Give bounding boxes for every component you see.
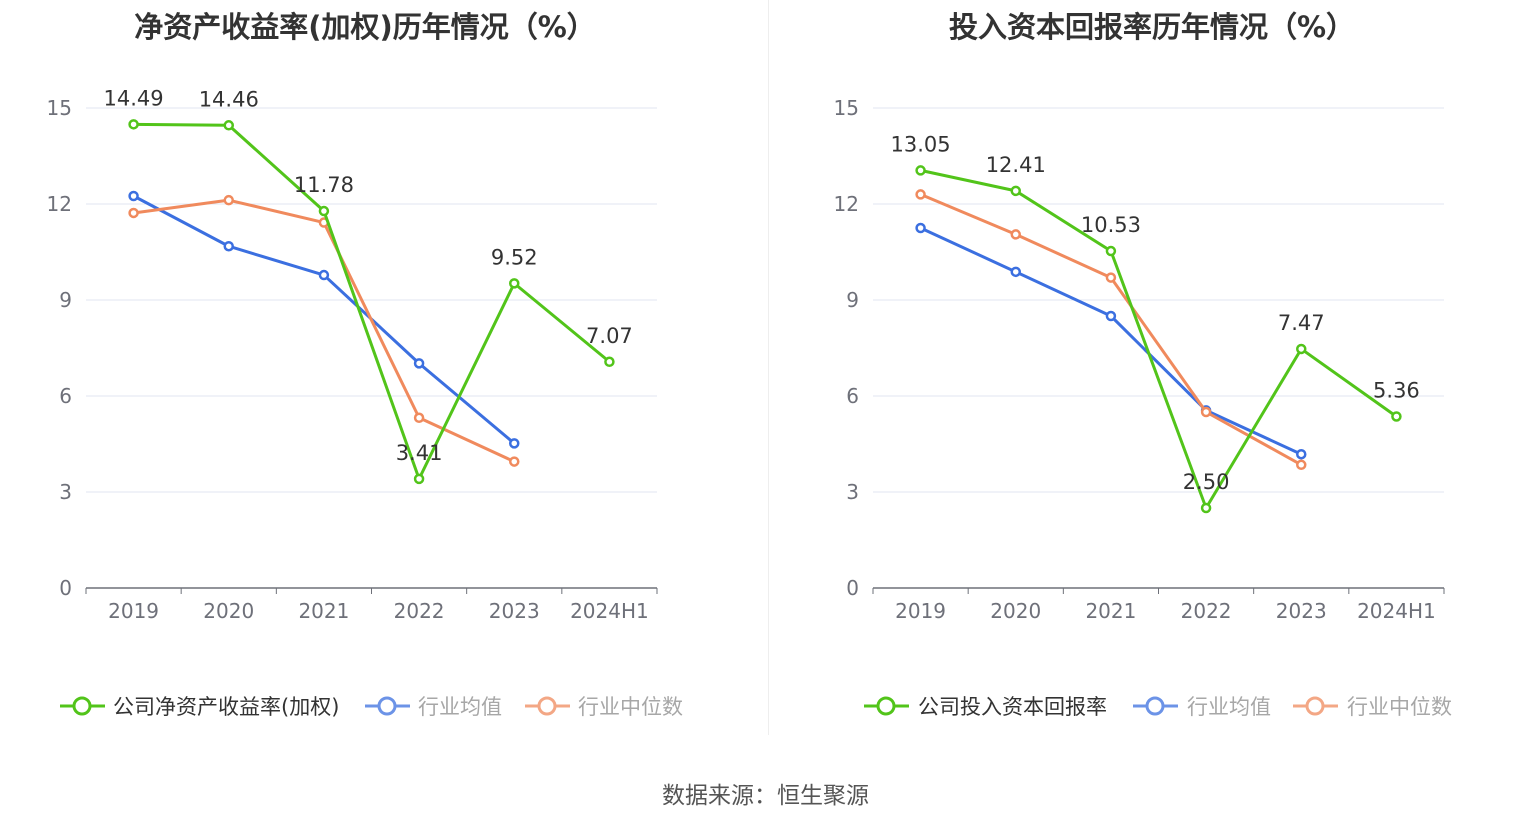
data-point-median[interactable] [509, 456, 520, 467]
data-point-company[interactable] [1200, 502, 1212, 514]
data-label: 10.53 [1081, 213, 1141, 237]
legend-item-company[interactable]: 公司投入资本回报率 [864, 695, 1107, 719]
y-tick-label: 0 [846, 576, 859, 600]
data-point-company[interactable] [413, 473, 425, 485]
data-source-note: 数据来源：恒生聚源 [662, 783, 869, 809]
data-point-median[interactable] [128, 207, 139, 219]
x-tick-label: 2024H1 [1357, 599, 1436, 623]
data-point-median[interactable] [1105, 272, 1117, 283]
data-point-avg[interactable] [509, 438, 520, 449]
data-label: 2.50 [1183, 470, 1230, 494]
data-label: 7.47 [1278, 311, 1325, 335]
series-line-avg [132, 194, 516, 445]
y-tick-label: 9 [846, 288, 859, 312]
y-tick-label: 12 [834, 192, 859, 216]
legend-item-avg[interactable]: 行业均值 [365, 695, 502, 719]
legend-swatch-marker [1305, 696, 1325, 716]
legend-item-company[interactable]: 公司净资产收益率(加权) [60, 695, 339, 719]
x-tick-label: 2019 [895, 599, 946, 623]
legend-label: 行业中位数 [578, 695, 683, 719]
data-point-company[interactable] [223, 120, 234, 131]
data-point-company[interactable] [1296, 343, 1307, 355]
y-tick-label: 3 [846, 480, 859, 504]
data-label: 14.46 [199, 87, 259, 111]
data-label: 11.78 [294, 173, 354, 197]
data-label: 9.52 [491, 245, 538, 269]
data-point-avg[interactable] [915, 222, 926, 234]
legend-swatch-marker [72, 696, 92, 716]
legend-swatch-marker [377, 696, 397, 716]
data-point-avg[interactable] [413, 358, 425, 369]
series-line-company [133, 122, 611, 481]
legend-swatch-marker [537, 696, 557, 716]
x-tick-label: 2024H1 [570, 599, 649, 623]
data-point-median[interactable] [1010, 229, 1021, 240]
data-label: 12.41 [986, 153, 1046, 177]
data-label: 7.07 [586, 324, 633, 348]
roe-chart-panel: 净资产收益率(加权)历年情况（%） 0 3 6 9 12 15 2019 2020 2021 20… [0, 0, 765, 740]
roic-chart-panel: 投入资本回报率历年情况（%） 0 3 6 9 12 15 2019 2020 2021 2022 2… [787, 0, 1531, 740]
series-line-company [920, 168, 1398, 510]
data-point-median[interactable] [915, 189, 926, 200]
y-tick-label: 6 [59, 384, 72, 408]
chart-title: 净资产收益率(加权)历年情况（%） [134, 10, 596, 44]
data-point-avg[interactable] [128, 190, 139, 202]
x-tick-label: 2023 [1276, 599, 1327, 623]
roic-line-chart: 0 3 6 9 12 15 2019 2020 2021 2022 2023 2024H1 13.05 1… [834, 96, 1452, 719]
data-label: 3.41 [396, 441, 443, 465]
data-point-company[interactable] [128, 119, 139, 130]
data-point-avg[interactable] [1105, 310, 1117, 322]
legend-swatch-marker [1145, 696, 1165, 716]
legend-label: 行业均值 [418, 695, 502, 719]
y-tick-label: 6 [846, 384, 859, 408]
data-point-company[interactable] [915, 165, 926, 176]
data-point-company[interactable] [604, 356, 615, 368]
legend-label: 公司净资产收益率(加权) [113, 695, 339, 719]
chart-title: 投入资本回报率历年情况（%） [948, 10, 1356, 44]
data-point-avg[interactable] [318, 269, 330, 281]
legend-item-median[interactable]: 行业中位数 [1293, 695, 1452, 719]
y-tick-label: 15 [47, 96, 72, 120]
roe-line-chart: 0 3 6 9 12 15 2019 2020 2021 2022 2023 2024H1 14.49 1… [47, 86, 683, 719]
data-point-median[interactable] [1200, 406, 1212, 418]
y-tick-label: 3 [59, 480, 72, 504]
series-line-median [133, 198, 515, 463]
legend-item-avg[interactable]: 行业均值 [1133, 695, 1271, 719]
legend-label: 行业均值 [1187, 695, 1271, 719]
data-point-median[interactable] [223, 194, 234, 206]
x-tick-label: 2021 [298, 599, 349, 623]
data-point-avg[interactable] [1296, 448, 1307, 460]
x-tick-label: 2021 [1085, 599, 1136, 623]
data-point-company[interactable] [318, 205, 330, 217]
data-point-median[interactable] [413, 412, 425, 424]
data-point-company[interactable] [509, 278, 520, 289]
x-tick-label: 2022 [394, 599, 445, 623]
legend-label: 公司投入资本回报率 [918, 695, 1107, 719]
data-label: 13.05 [891, 132, 951, 156]
data-point-avg[interactable] [223, 240, 234, 252]
data-point-avg[interactable] [1010, 266, 1021, 278]
data-point-company[interactable] [1105, 245, 1117, 257]
y-tick-label: 15 [834, 96, 859, 120]
x-tick-label: 2020 [203, 599, 254, 623]
panel-divider [768, 0, 769, 735]
data-point-company[interactable] [1010, 185, 1021, 197]
x-tick-label: 2019 [108, 599, 159, 623]
series-line-avg [919, 226, 1302, 456]
legend-label: 行业中位数 [1347, 695, 1452, 719]
legend-swatch-marker [876, 696, 896, 716]
x-tick-label: 2020 [990, 599, 1041, 623]
legend-item-median[interactable]: 行业中位数 [525, 695, 683, 719]
y-tick-label: 9 [59, 288, 72, 312]
y-tick-label: 12 [47, 192, 72, 216]
data-point-company[interactable] [1391, 411, 1402, 422]
data-label: 5.36 [1373, 378, 1420, 402]
y-tick-label: 0 [59, 576, 72, 600]
x-tick-label: 2023 [489, 599, 540, 623]
x-tick-label: 2022 [1181, 599, 1232, 623]
data-label: 14.49 [104, 86, 164, 110]
data-point-median[interactable] [1296, 459, 1307, 471]
